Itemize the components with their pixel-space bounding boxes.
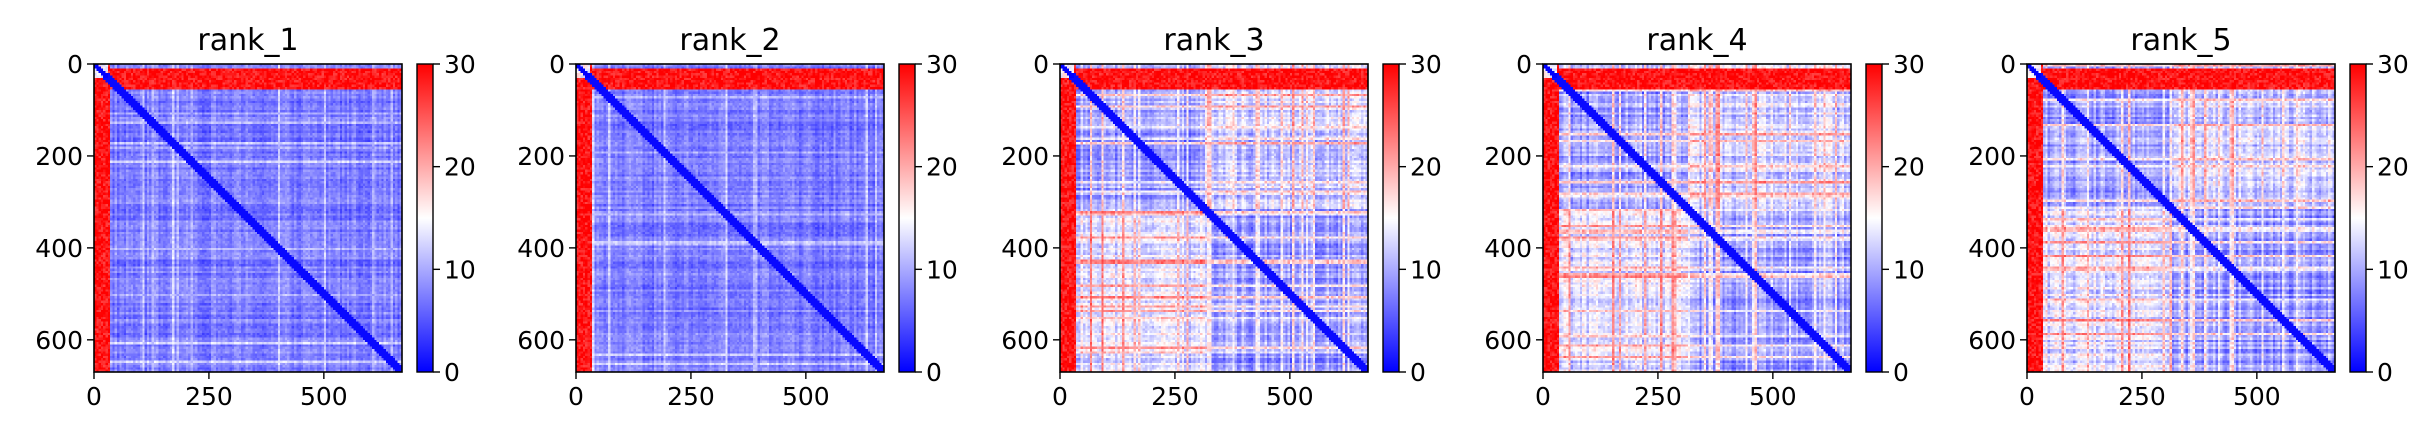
- x-tick-label: 0: [86, 382, 102, 411]
- colorbar-tick-label: 10: [926, 255, 958, 284]
- x-tick-label: 0: [2019, 382, 2035, 411]
- colorbar-tick-label: 20: [926, 153, 958, 182]
- colorbar-tick-label: 20: [2377, 153, 2409, 182]
- heatmap-image: [2027, 64, 2335, 372]
- x-tick-label: 500: [2233, 382, 2281, 411]
- x-tick-label: 500: [782, 382, 830, 411]
- colorbar-tick-label: 30: [2377, 50, 2409, 79]
- x-tick-label: 250: [667, 382, 715, 411]
- x-tick-label: 500: [1266, 382, 1314, 411]
- panel-title: rank_4: [1646, 23, 1747, 58]
- colorbar-tick-label: 30: [1410, 50, 1442, 79]
- y-tick-label: 200: [1968, 142, 2016, 171]
- y-tick-label: 200: [35, 142, 83, 171]
- colorbar: [416, 63, 434, 373]
- panel-title: rank_2: [679, 23, 780, 58]
- y-tick-label: 0: [67, 50, 83, 79]
- colorbar-tick-label: 20: [1410, 153, 1442, 182]
- x-tick-label: 0: [1052, 382, 1068, 411]
- y-tick-label: 600: [1968, 326, 2016, 355]
- plot-frame: [1542, 63, 1852, 373]
- heatmap-image: [576, 64, 884, 372]
- y-tick-label: 200: [1001, 142, 1049, 171]
- panel-title: rank_5: [2130, 23, 2231, 58]
- heatmap-image: [1543, 64, 1851, 372]
- panel-title: rank_3: [1163, 23, 1264, 58]
- plot-frame: [575, 63, 885, 373]
- colorbar-tick-label: 10: [444, 255, 476, 284]
- heatmap-image: [94, 64, 402, 372]
- colorbar-tick-label: 20: [444, 153, 476, 182]
- x-tick-label: 500: [1749, 382, 1797, 411]
- colorbar: [2349, 63, 2367, 373]
- y-tick-label: 0: [2000, 50, 2016, 79]
- panel-title: rank_1: [197, 23, 298, 58]
- colorbar-tick-label: 10: [2377, 255, 2409, 284]
- x-tick-label: 250: [1634, 382, 1682, 411]
- y-tick-label: 600: [1484, 326, 1532, 355]
- colorbar-tick-label: 10: [1410, 255, 1442, 284]
- colorbar-tick-label: 0: [444, 358, 460, 387]
- y-tick-label: 400: [1484, 234, 1532, 263]
- plot-frame: [93, 63, 403, 373]
- heatmap-image: [1060, 64, 1368, 372]
- colorbar-tick-label: 10: [1893, 255, 1925, 284]
- colorbar: [898, 63, 916, 373]
- x-tick-label: 500: [300, 382, 348, 411]
- y-tick-label: 600: [1001, 326, 1049, 355]
- colorbar-tick-label: 0: [1893, 358, 1909, 387]
- y-tick-label: 200: [1484, 142, 1532, 171]
- colorbar-tick-label: 0: [926, 358, 942, 387]
- y-tick-label: 400: [1968, 234, 2016, 263]
- x-tick-label: 0: [568, 382, 584, 411]
- colorbar-tick-label: 30: [1893, 50, 1925, 79]
- x-tick-label: 250: [1151, 382, 1199, 411]
- x-tick-label: 250: [2118, 382, 2166, 411]
- y-tick-label: 400: [1001, 234, 1049, 263]
- plot-frame: [2026, 63, 2336, 373]
- y-tick-label: 0: [1033, 50, 1049, 79]
- colorbar-tick-label: 0: [1410, 358, 1426, 387]
- y-tick-label: 400: [517, 234, 565, 263]
- colorbar-tick-label: 30: [444, 50, 476, 79]
- y-tick-label: 600: [35, 326, 83, 355]
- y-tick-label: 400: [35, 234, 83, 263]
- y-tick-label: 200: [517, 142, 565, 171]
- plot-frame: [1059, 63, 1369, 373]
- x-tick-label: 0: [1535, 382, 1551, 411]
- colorbar-tick-label: 0: [2377, 358, 2393, 387]
- colorbar: [1382, 63, 1400, 373]
- colorbar-tick-label: 30: [926, 50, 958, 79]
- colorbar: [1865, 63, 1883, 373]
- colorbar-tick-label: 20: [1893, 153, 1925, 182]
- y-tick-label: 0: [1516, 50, 1532, 79]
- y-tick-label: 0: [549, 50, 565, 79]
- y-tick-label: 600: [517, 326, 565, 355]
- x-tick-label: 250: [185, 382, 233, 411]
